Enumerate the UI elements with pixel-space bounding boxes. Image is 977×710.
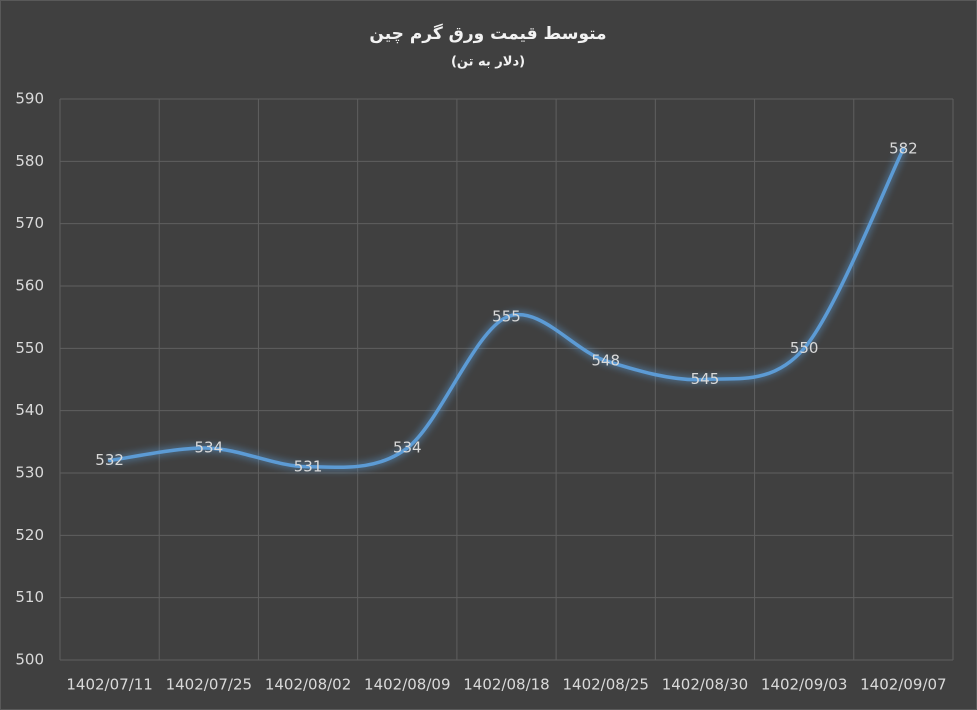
x-tick-label: 1402/08/09	[364, 676, 450, 694]
data-label: 550	[790, 339, 819, 357]
data-label: 534	[195, 439, 224, 457]
y-tick-label: 590	[15, 90, 44, 108]
x-tick-label: 1402/08/30	[662, 676, 748, 694]
y-tick-label: 530	[15, 464, 44, 482]
chart-subtitle: (دلار به تن)	[451, 55, 525, 70]
chart-title: متوسط قیمت ورق گرم چین	[369, 23, 606, 44]
x-tick-label: 1402/09/03	[761, 676, 847, 694]
y-tick-label: 560	[15, 277, 44, 295]
data-label: 555	[492, 308, 521, 326]
data-label: 532	[95, 451, 124, 469]
data-label: 534	[393, 439, 422, 457]
y-tick-label: 550	[15, 339, 44, 357]
x-tick-label: 1402/08/02	[265, 676, 351, 694]
data-label: 545	[691, 370, 720, 388]
y-tick-label: 570	[15, 214, 44, 232]
data-label: 548	[591, 351, 620, 369]
data-line	[107, 147, 906, 469]
y-tick-label: 510	[15, 588, 44, 606]
x-tick-label: 1402/07/25	[166, 676, 252, 694]
y-tick-label: 580	[15, 152, 44, 170]
data-label: 531	[294, 457, 323, 475]
x-tick-label: 1402/07/11	[66, 676, 152, 694]
x-tick-label: 1402/09/07	[860, 676, 946, 694]
data-label: 582	[889, 139, 918, 157]
y-tick-label: 500	[15, 651, 44, 669]
y-tick-label: 520	[15, 526, 44, 544]
x-tick-label: 1402/08/18	[463, 676, 549, 694]
x-tick-label: 1402/08/25	[562, 676, 648, 694]
y-tick-label: 540	[15, 401, 44, 419]
